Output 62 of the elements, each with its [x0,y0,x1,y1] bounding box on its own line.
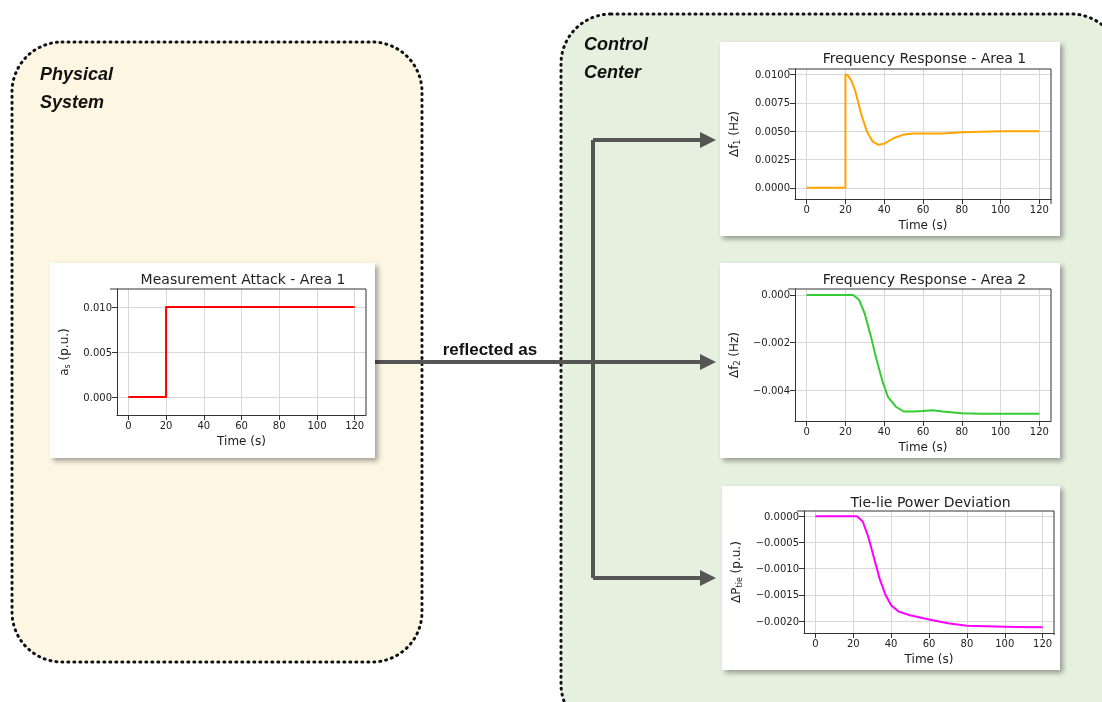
y-axis-title: as (p.u.) [57,328,72,376]
x-tick-label: 20 [159,419,173,431]
x-tick-label: 80 [272,419,286,431]
line-series [805,293,1041,415]
y-tick-label: 0.000 [83,391,112,403]
x-axis-title: Time (s) [903,652,954,666]
x-tick-label: 120 [1029,425,1049,437]
x-tick-label: 120 [345,419,365,431]
y-tick-label: −0.004 [752,384,790,396]
line-series [805,73,1041,189]
x-tick-label: 100 [991,425,1011,437]
y-tick-label: 0.0000 [764,510,799,522]
x-tick-label: 40 [877,425,891,437]
x-tick-label: 100 [307,419,327,431]
x-tick-label: 100 [991,203,1011,215]
x-tick-label: 40 [884,637,898,649]
x-tick-label: 80 [955,425,969,437]
y-tick-label: 0.005 [83,346,112,358]
y-axis-title: Δf1 (Hz) [727,111,742,158]
chart-title: Measurement Attack - Area 1 [140,271,346,287]
y-tick-label: 0.0100 [755,69,790,81]
y-tick-label: 0.000 [761,289,790,301]
x-tick-label: 40 [877,203,891,215]
x-tick-label: 60 [916,203,930,215]
y-tick-label: 0.0075 [755,97,790,109]
text: Physical System [40,63,115,114]
x-tick-label: 60 [922,637,936,649]
chart-title: Tie-lie Power Deviation [849,494,1011,510]
y-tick-label: −0.0010 [755,563,799,575]
x-tick-label: 60 [235,419,248,431]
x-tick-label: 0 [125,419,132,431]
x-tick-label: 40 [197,419,211,431]
x-tick-label: 100 [995,637,1015,649]
x-tick-label: 0 [803,425,810,437]
y-axis-title: ΔPtie (p.u.) [729,541,744,603]
x-axis-title: Time (s) [216,433,266,448]
x-tick-label: 120 [1029,203,1049,215]
y-tick-label: 0.0025 [755,154,790,165]
text: reflected as [441,339,539,361]
x-tick-label: 0 [803,203,810,215]
y-tick-label: −0.002 [752,337,790,349]
x-tick-label: 20 [846,637,860,649]
x-tick-label: 0 [812,637,819,649]
x-tick-label: 20 [839,203,852,215]
x-tick-label: 80 [960,637,974,649]
y-tick-label: 0.0000 [755,182,790,194]
text: Control Center [584,33,650,84]
x-axis-title: Time (s) [897,439,948,454]
line-series [814,515,1044,629]
x-tick-label: 20 [839,425,852,437]
y-tick-label: −0.0020 [755,615,799,627]
x-tick-label: 120 [1033,637,1053,649]
y-axis-title: Δf2 (Hz) [727,331,742,379]
y-tick-label: −0.0015 [755,589,799,601]
y-tick-label: 0.0050 [755,125,790,137]
x-axis-title: Time (s) [897,218,948,232]
x-tick-label: 80 [955,203,969,215]
chart-title: Frequency Response - Area 2 [822,271,1027,287]
x-tick-label: 60 [916,425,930,437]
y-tick-label: −0.0005 [755,536,799,548]
chart-title: Frequency Response - Area 1 [822,50,1027,66]
y-tick-label: 0.010 [83,301,112,313]
